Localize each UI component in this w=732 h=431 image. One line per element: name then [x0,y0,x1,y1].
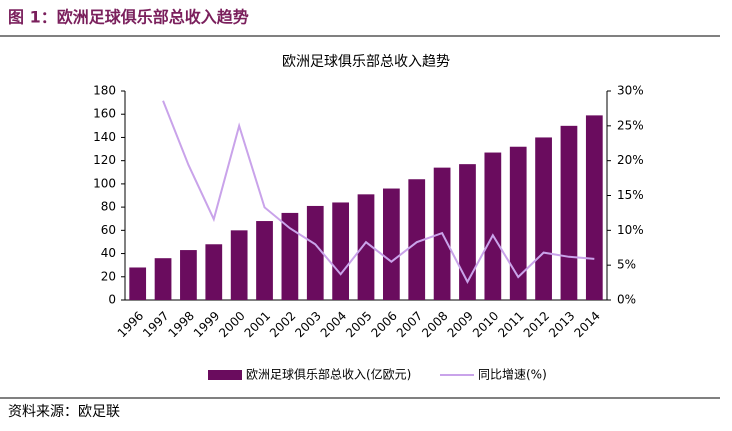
legend-label: 同比增速(%) [478,368,547,382]
bar [332,202,350,300]
bar [484,152,502,300]
x-tick-label: 2010 [470,309,501,340]
x-tick-label: 2006 [368,309,399,340]
bar [306,205,324,300]
x-tick-label: 2001 [242,309,273,340]
x-tick-label: 2013 [546,309,577,340]
figure-title: 图 1：欧洲足球俱乐部总收入趋势 [8,8,249,27]
bar [205,244,223,300]
bar [129,267,147,300]
bar [560,125,578,300]
y-tick-label: 0 [108,293,116,307]
bar [230,230,248,300]
legend-swatch [208,370,242,380]
x-tick-label: 2000 [216,309,247,340]
y2-tick-label: 10% [617,223,644,237]
y-tick-label: 80 [101,200,116,214]
y-tick-label: 140 [93,130,116,144]
y2-tick-label: 20% [617,153,644,167]
y-tick-label: 160 [93,107,116,121]
y-tick-label: 120 [93,153,116,167]
bar [154,258,172,300]
x-tick-label: 1997 [140,309,171,340]
y2-tick-label: 5% [617,258,636,272]
bar [357,194,375,300]
legend-label: 欧洲足球俱乐部总收入(亿欧元) [246,367,411,382]
x-tick-label: 2002 [267,309,298,340]
x-tick-label: 2014 [571,309,602,340]
x-tick-label: 2008 [419,309,450,340]
bar [535,137,552,300]
chart-title: 欧洲足球俱乐部总收入趋势 [282,54,450,70]
line [162,100,595,285]
bar [408,179,426,300]
x-tick-label: 2005 [343,309,374,340]
y2-tick-label: 25% [617,118,644,132]
bar [281,212,299,300]
y-tick-label: 20 [101,269,116,283]
bar [585,115,603,300]
x-tick-label: 2004 [318,309,349,340]
y-tick-label: 60 [101,223,116,237]
bar [509,146,527,300]
x-tick-label: 2003 [292,309,323,340]
y-tick-label: 100 [93,176,116,190]
x-tick-label: 2007 [394,309,425,340]
source: 资料来源：欧足联 [8,404,120,420]
y-tick-label: 180 [93,84,116,98]
x-tick-label: 2012 [521,309,552,340]
x-tick-label: 2009 [445,309,476,340]
y2-tick-label: 30% [617,84,644,98]
x-tick-label: 1999 [191,309,222,340]
x-tick-label: 1998 [166,309,197,340]
bar [180,250,197,300]
x-tick-label: 2011 [495,309,526,340]
y-tick-label: 40 [101,246,116,260]
bar [382,188,400,300]
bar [256,221,273,300]
y2-tick-label: 0% [617,293,636,307]
bar [459,164,476,300]
y2-tick-label: 15% [617,188,644,202]
x-tick-label: 1996 [115,309,146,340]
